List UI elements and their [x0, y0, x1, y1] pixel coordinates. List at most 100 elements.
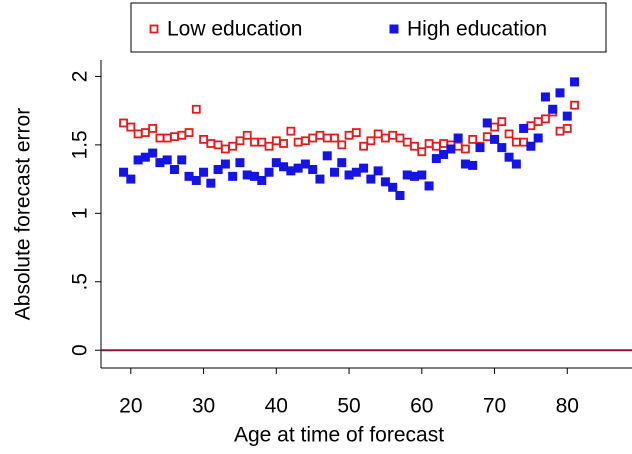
point [570, 77, 580, 87]
point [162, 155, 172, 165]
point [439, 149, 449, 159]
x-tick-label: 70 [483, 395, 506, 418]
point [242, 130, 252, 140]
point [468, 134, 478, 144]
point [482, 132, 492, 142]
point [213, 140, 223, 150]
point [490, 122, 499, 132]
point [373, 129, 383, 139]
y-axis-title: Absolute forecast error [12, 108, 35, 320]
point [337, 158, 347, 168]
point [373, 166, 383, 176]
point [177, 130, 187, 140]
point [490, 134, 500, 144]
x-axis-title: Age at time of forecast [234, 424, 444, 447]
point [235, 136, 245, 146]
point [519, 123, 529, 133]
point [300, 136, 310, 146]
point [315, 130, 325, 140]
point [388, 130, 398, 140]
point [126, 122, 136, 132]
point [191, 175, 201, 185]
y-tick-label: 1.5 [69, 130, 92, 159]
legend-box [130, 2, 607, 53]
legend-label: Low education [167, 18, 302, 41]
point [337, 140, 347, 150]
point [417, 170, 427, 180]
point [526, 141, 536, 151]
x-tick-label: 50 [337, 395, 360, 418]
point [286, 126, 296, 136]
point [402, 137, 412, 147]
legend-marker [149, 24, 159, 34]
x-tick-label: 80 [556, 395, 579, 418]
point [541, 114, 550, 124]
point [424, 181, 434, 191]
point [199, 167, 209, 177]
point [395, 191, 405, 201]
point [526, 121, 536, 131]
point [497, 117, 507, 126]
point [555, 126, 565, 136]
point [562, 111, 572, 121]
point [250, 137, 259, 147]
point [199, 134, 208, 144]
point [293, 137, 303, 147]
point [220, 159, 230, 169]
point [126, 174, 136, 184]
point [264, 141, 274, 151]
point [497, 143, 507, 153]
x-tick-label: 20 [119, 395, 142, 418]
x-tick-label: 30 [192, 395, 215, 418]
point [308, 165, 318, 175]
y-tick-label: 1 [69, 207, 92, 219]
point [453, 133, 463, 143]
point [570, 100, 579, 110]
point [511, 159, 521, 169]
point [235, 158, 245, 168]
point [533, 133, 543, 143]
point [482, 118, 492, 128]
point [213, 165, 223, 175]
point [206, 178, 216, 188]
point [329, 167, 339, 177]
legend-label: High education [407, 18, 547, 41]
point [177, 155, 187, 165]
point [351, 128, 361, 137]
y-tick-label: .5 [69, 273, 92, 291]
point [155, 133, 165, 143]
point [191, 104, 201, 114]
point [562, 124, 572, 133]
point [220, 144, 230, 154]
point [228, 141, 238, 151]
point [431, 141, 441, 151]
point [322, 151, 332, 161]
point [359, 163, 369, 173]
point [439, 139, 449, 148]
point [533, 117, 543, 126]
x-tick-label: 60 [410, 395, 433, 418]
point [279, 139, 288, 148]
point [300, 159, 310, 169]
point [170, 132, 179, 142]
point [475, 143, 485, 153]
point [264, 167, 274, 177]
point [555, 88, 565, 98]
y-tick-label: 0 [69, 344, 92, 356]
point [169, 165, 179, 175]
point [446, 144, 456, 154]
point [381, 133, 390, 143]
point [366, 136, 376, 146]
point [504, 129, 514, 139]
point [308, 133, 318, 143]
y-tick-label: 2 [69, 71, 92, 83]
point [410, 141, 419, 151]
x-tick-label: 40 [265, 395, 288, 418]
point [468, 160, 478, 170]
point [184, 128, 194, 137]
point [461, 144, 470, 154]
point [519, 137, 529, 147]
point [119, 118, 128, 128]
point [511, 137, 521, 147]
